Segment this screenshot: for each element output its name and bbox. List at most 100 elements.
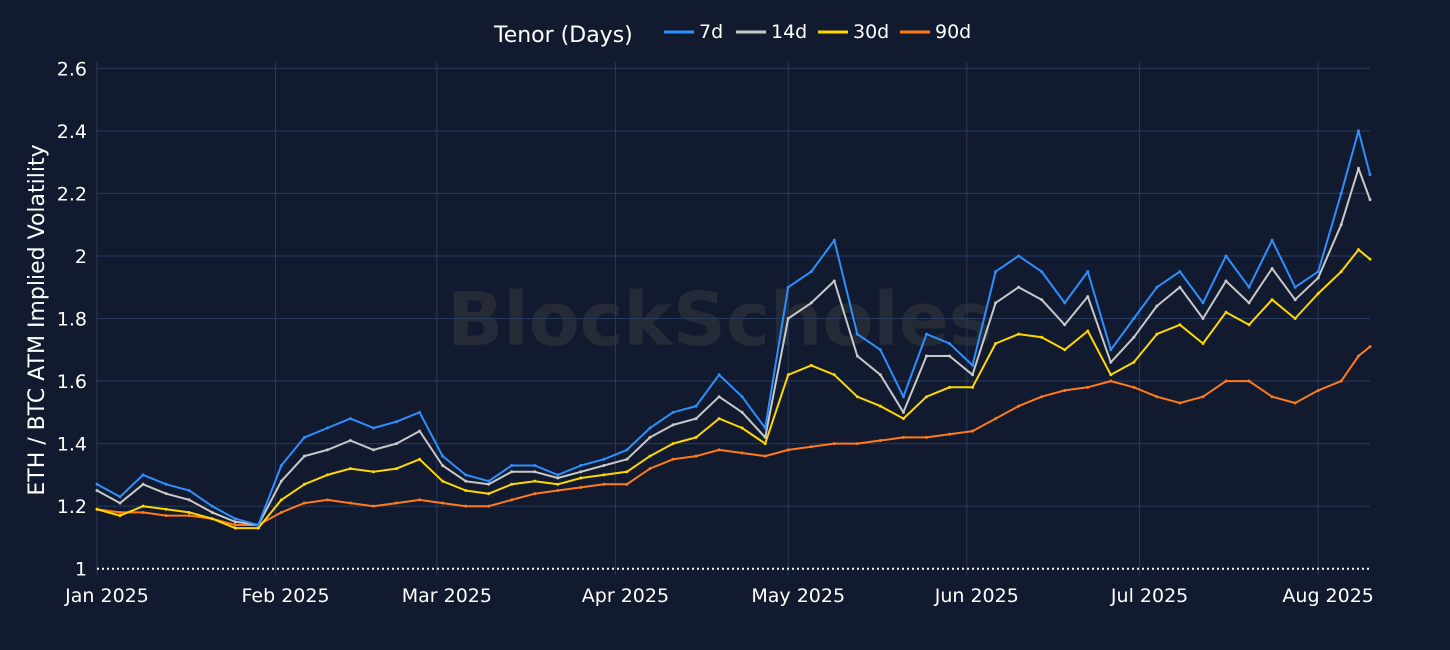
data-point-30d (441, 479, 445, 483)
data-point-14d (233, 520, 237, 524)
series-lines (95, 129, 1372, 530)
data-point-7d (948, 342, 952, 346)
data-point-30d (1040, 335, 1044, 339)
data-point-90d (1109, 379, 1113, 383)
x-tick-label: Jul 2025 (1110, 585, 1188, 607)
data-point-30d (948, 385, 952, 389)
data-point-30d (487, 492, 491, 496)
data-point-14d (878, 373, 882, 377)
data-point-90d (141, 510, 145, 514)
data-point-7d (832, 238, 836, 242)
data-point-30d (878, 404, 882, 408)
data-point-30d (141, 504, 145, 508)
data-point-30d (1017, 332, 1021, 336)
data-point-30d (1086, 329, 1090, 333)
legend: Tenor (Days) 7d 14d 30d 90d (493, 21, 971, 48)
data-point-14d (1356, 166, 1360, 170)
data-point-14d (1339, 223, 1343, 227)
data-point-90d (1270, 395, 1274, 399)
data-point-14d (1224, 279, 1228, 283)
data-point-90d (302, 501, 306, 505)
data-point-30d (95, 507, 99, 511)
data-point-14d (1109, 360, 1113, 364)
x-tick-label: May 2025 (751, 585, 845, 607)
data-point-7d (1109, 348, 1113, 352)
data-point-7d (1316, 270, 1320, 274)
data-point-30d (625, 470, 629, 474)
data-point-90d (510, 498, 514, 502)
data-point-7d (625, 448, 629, 452)
series-line-90d (96, 345, 1371, 526)
data-point-30d (694, 435, 698, 439)
data-point-90d (233, 523, 237, 527)
data-point-7d (556, 473, 560, 477)
data-point-90d (279, 510, 283, 514)
data-point-7d (187, 489, 191, 493)
legend-label-14d: 14d (771, 21, 807, 43)
data-point-14d (441, 464, 445, 468)
data-point-30d (371, 470, 375, 474)
data-point-14d (279, 479, 283, 483)
data-point-7d (418, 410, 422, 414)
data-point-30d (763, 442, 767, 446)
data-point-30d (1316, 291, 1320, 295)
data-point-7d (141, 473, 145, 477)
data-point-30d (1368, 257, 1372, 261)
data-point-90d (1155, 395, 1159, 399)
data-point-7d (1270, 238, 1274, 242)
data-point-14d (763, 435, 767, 439)
data-point-7d (1247, 285, 1251, 289)
data-point-90d (625, 482, 629, 486)
y-tick-label: 2.4 (57, 121, 87, 143)
data-point-90d (371, 504, 375, 508)
data-point-14d (1132, 335, 1136, 339)
data-point-7d (1040, 270, 1044, 274)
data-point-7d (786, 285, 790, 289)
data-point-90d (533, 492, 537, 496)
y-tick-label: 2 (75, 246, 87, 268)
data-point-30d (1339, 270, 1343, 274)
data-point-30d (325, 473, 329, 477)
data-point-7d (1356, 129, 1360, 133)
data-point-14d (1155, 304, 1159, 308)
data-point-7d (1224, 254, 1228, 258)
y-tick-label: 1.2 (57, 496, 87, 518)
y-axis-ticks: 1 1.2 1.4 1.6 1.8 2 2.2 2.4 2.6 (57, 58, 87, 580)
data-point-90d (1224, 379, 1228, 383)
data-point-90d (786, 448, 790, 452)
data-point-7d (1339, 191, 1343, 195)
data-point-30d (717, 417, 721, 421)
data-point-14d (395, 442, 399, 446)
data-point-90d (118, 510, 122, 514)
data-point-30d (1270, 298, 1274, 302)
data-point-14d (187, 498, 191, 502)
data-point-14d (971, 373, 975, 377)
data-point-7d (855, 332, 859, 336)
data-point-90d (348, 501, 352, 505)
data-point-30d (302, 482, 306, 486)
data-point-14d (901, 410, 905, 414)
data-point-14d (786, 317, 790, 320)
data-point-90d (1132, 385, 1136, 389)
data-point-30d (786, 373, 790, 377)
data-point-14d (1316, 276, 1320, 280)
data-point-30d (994, 342, 998, 346)
data-point-30d (395, 467, 399, 471)
data-point-90d (164, 514, 168, 518)
data-point-7d (809, 270, 813, 274)
data-point-7d (1368, 173, 1372, 177)
data-point-90d (994, 417, 998, 421)
data-point-7d (924, 332, 928, 336)
data-point-14d (602, 464, 606, 468)
data-point-14d (1017, 285, 1021, 289)
data-point-30d (210, 517, 214, 521)
data-point-14d (464, 479, 468, 483)
data-point-7d (1178, 270, 1182, 274)
data-point-30d (556, 482, 560, 486)
data-point-90d (878, 438, 882, 442)
data-point-14d (1178, 285, 1182, 289)
data-point-30d (855, 395, 859, 399)
data-point-30d (602, 473, 606, 477)
data-point-7d (1132, 317, 1136, 320)
data-point-14d (625, 457, 629, 461)
